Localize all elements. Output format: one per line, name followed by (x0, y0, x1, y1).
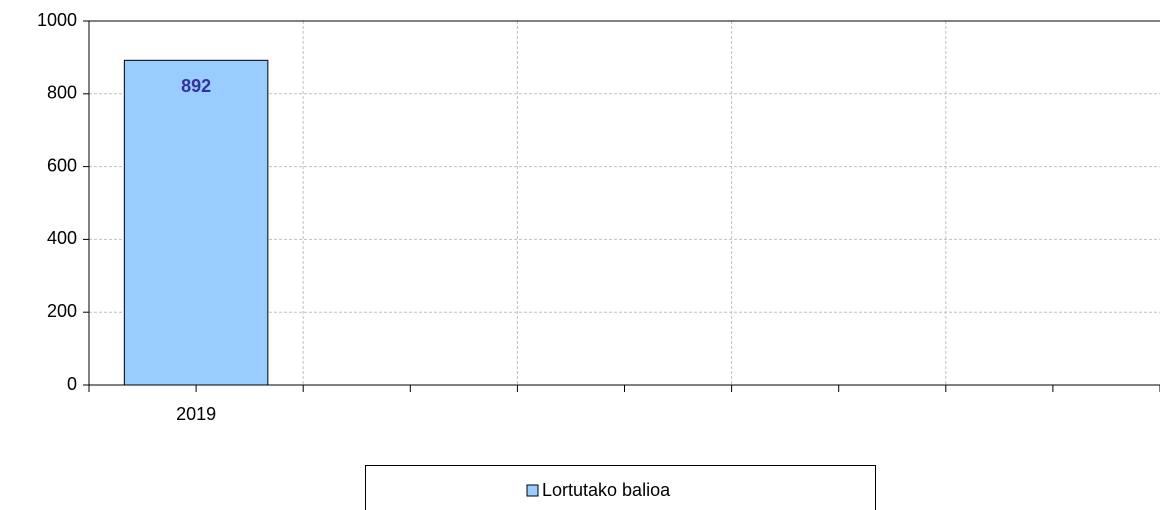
y-tick-label: 0 (67, 374, 77, 394)
y-tick-label: 1000 (37, 10, 77, 30)
x-tick-label: 2019 (176, 404, 216, 424)
bar (123, 59, 269, 386)
legend-box (365, 465, 876, 510)
y-tick-label: 800 (47, 83, 77, 103)
y-tick-label: 600 (47, 155, 77, 175)
legend-label: Lortutako balioa (542, 480, 671, 500)
legend-swatch (526, 484, 539, 497)
y-tick-label: 400 (47, 228, 77, 248)
y-tick-label: 200 (47, 301, 77, 321)
data-label: 892 (181, 76, 211, 96)
